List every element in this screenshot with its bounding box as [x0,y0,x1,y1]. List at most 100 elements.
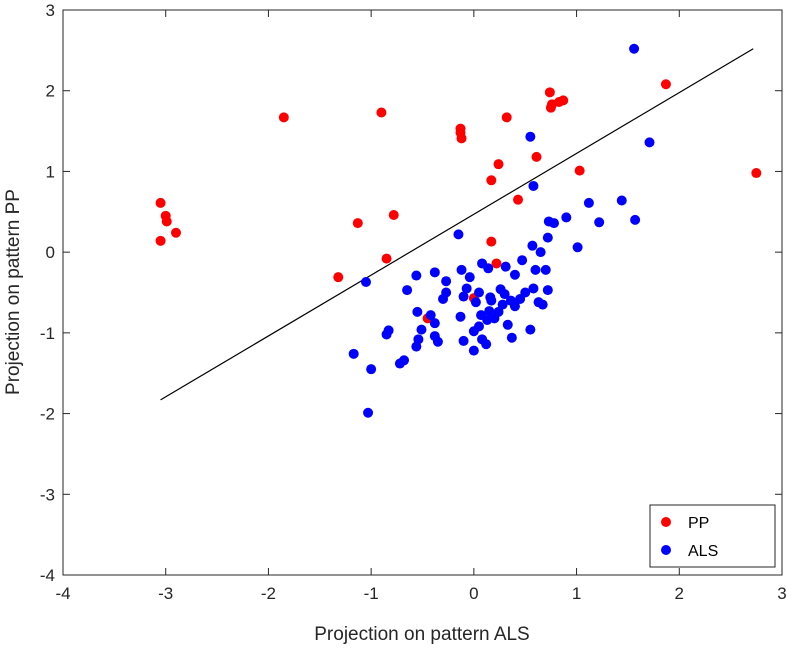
x-tick-label: -4 [55,584,70,603]
point-als [412,306,423,317]
point-als [527,240,538,251]
point-als [528,180,539,191]
point-pp [545,102,556,113]
point-als [481,339,492,350]
point-als [441,276,452,287]
point-als [461,283,472,294]
point-pp [381,253,392,264]
point-als [528,283,539,294]
point-als [402,285,413,296]
point-als [542,285,553,296]
point-pp [155,235,166,246]
legend-label-pp: PP [688,515,709,532]
point-als [537,299,548,310]
point-als [583,197,594,208]
x-tick-label: 2 [675,584,684,603]
point-als [520,287,531,298]
point-als [509,269,520,280]
point-als [502,319,513,330]
point-als [348,348,359,359]
point-pp [491,258,502,269]
point-als [499,289,510,300]
point-pp [660,79,671,90]
point-als [530,264,541,275]
point-pp [170,227,181,238]
y-tick-label: -4 [40,566,55,585]
point-als [411,341,422,352]
y-axis-label: Projection on pattern PP [3,189,24,395]
separating-line [160,48,754,401]
point-pp [333,272,344,283]
point-pp [531,151,542,162]
x-tick-label: 0 [469,584,478,603]
point-als [561,212,572,223]
point-pp [155,197,166,208]
x-tick-label: 1 [572,584,581,603]
point-als [458,335,469,346]
legend-marker-pp [661,517,671,527]
point-pp [751,168,762,179]
plot-area [62,9,783,576]
point-als [477,258,488,269]
point-pp [486,236,497,247]
x-tick-label: -2 [261,584,276,603]
point-als [468,326,479,337]
axis-ticks [62,9,783,576]
y-tick-labels: -4 -3 -2 -1 0 1 2 3 [40,1,55,585]
point-pp [388,210,399,221]
decision-line [160,48,754,401]
y-tick-label: 0 [46,243,55,262]
point-pp [352,218,363,229]
legend-marker-als [661,545,671,555]
point-als [629,43,640,54]
point-als [535,247,546,258]
point-als [366,364,377,375]
point-pp [486,175,497,186]
point-als [473,287,484,298]
y-tick-label: 1 [46,162,55,181]
legend: PP ALS [649,504,776,568]
point-als [540,264,551,275]
point-als [482,314,493,325]
point-pp [278,112,289,123]
point-als [543,216,554,227]
point-pp [513,194,524,205]
point-als [630,214,641,225]
point-als [411,270,422,281]
point-als [456,264,467,275]
point-als [500,261,511,272]
y-tick-label: -3 [40,485,55,504]
point-als [458,291,469,302]
x-tick-label: 3 [777,584,786,603]
point-als [416,324,427,335]
point-als [525,131,536,142]
y-tick-label: -1 [40,324,55,343]
point-als [484,306,495,317]
point-als [464,272,475,283]
legend-box [649,504,776,568]
point-als [517,255,528,266]
scatter-points [155,43,762,418]
point-pp [493,159,504,170]
point-als [425,310,436,321]
point-als [644,137,655,148]
point-als [506,332,517,343]
point-als [361,277,372,288]
point-als [381,329,392,340]
point-als [455,311,466,322]
point-als [453,229,464,240]
point-pp [456,133,467,144]
legend-label-als: ALS [688,543,718,560]
point-als [594,217,605,228]
point-als [542,232,553,243]
point-als [429,267,440,278]
point-als [363,407,374,418]
x-tick-label: -1 [364,584,379,603]
point-pp [574,165,585,176]
point-als [468,345,479,356]
point-als [616,195,627,206]
point-als [438,293,449,304]
y-tick-label: 2 [46,82,55,101]
point-als [525,324,536,335]
